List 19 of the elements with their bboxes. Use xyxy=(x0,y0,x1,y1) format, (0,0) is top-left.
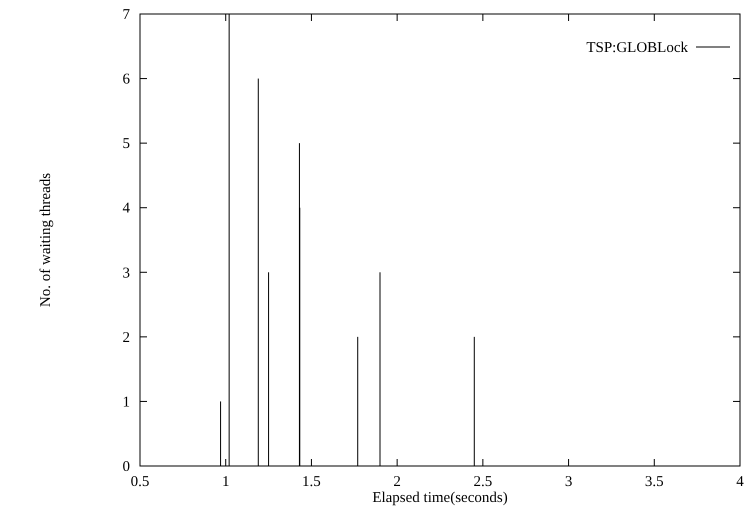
y-tick-label: 7 xyxy=(122,7,130,23)
y-tick-label: 2 xyxy=(122,330,130,346)
y-tick-label: 6 xyxy=(122,72,130,88)
x-tick-label: 4 xyxy=(736,474,744,490)
y-tick-label: 0 xyxy=(122,459,130,475)
x-tick-label: 1 xyxy=(222,474,230,490)
x-tick-label: 3.5 xyxy=(644,474,664,490)
legend-label: TSP:GLOBLock xyxy=(586,40,688,56)
x-axis-title: Elapsed time(seconds) xyxy=(372,490,508,506)
x-tick-label: 2 xyxy=(393,474,401,490)
y-tick-label: 1 xyxy=(122,394,130,410)
y-tick-label: 4 xyxy=(122,200,130,217)
y-axis-title: No. of waiting threads xyxy=(38,172,54,308)
x-tick-label: 0.5 xyxy=(130,474,150,490)
x-tick-label: 1.5 xyxy=(302,474,321,490)
y-tick-label: 3 xyxy=(122,265,130,282)
x-tick-label: 3 xyxy=(564,474,572,490)
x-tick-label: 2.5 xyxy=(473,474,492,490)
y-tick-label: 5 xyxy=(122,136,130,152)
